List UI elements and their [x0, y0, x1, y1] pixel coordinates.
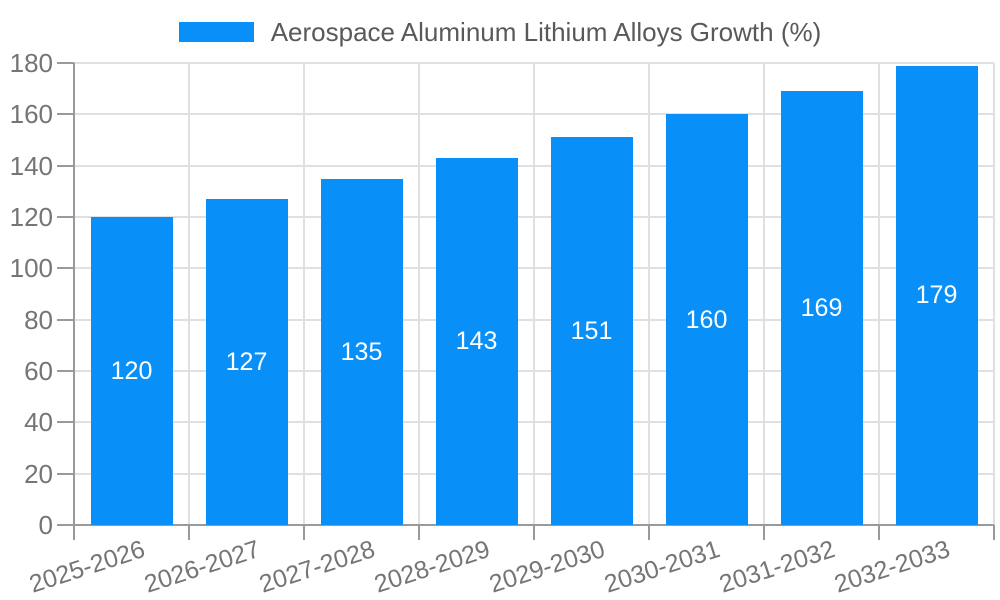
bar-value-label: 135 — [340, 337, 383, 366]
legend-swatch — [178, 22, 254, 42]
y-axis-tick-label: 0 — [38, 510, 53, 540]
bar-value-label: 143 — [455, 327, 498, 356]
y-axis-tick — [57, 472, 74, 475]
bar-2026-2027: 127 — [205, 199, 288, 525]
y-axis-tick-label: 120 — [9, 202, 53, 232]
x-axis-tick — [533, 525, 535, 540]
bar-value-label: 120 — [110, 357, 153, 385]
gridline-x — [878, 63, 880, 525]
x-axis-tick — [188, 525, 190, 540]
bar-2032-2033: 179 — [895, 65, 978, 525]
y-axis-tick-label: 60 — [24, 356, 53, 386]
y-axis-tick — [57, 164, 74, 167]
y-axis-tick — [57, 267, 74, 270]
y-axis-tick-label: 160 — [9, 99, 53, 130]
bar-2028-2029: 143 — [435, 157, 518, 525]
legend-item[interactable]: Aerospace Aluminum Lithium Alloys Growth… — [0, 18, 1000, 46]
y-axis-tick — [57, 113, 74, 116]
gridline-x — [648, 63, 650, 525]
x-axis-tick — [648, 525, 650, 540]
bar-value-label: 127 — [225, 348, 268, 376]
gridline-x — [303, 63, 305, 525]
y-axis-tick-label: 100 — [9, 253, 53, 284]
y-axis-tick-label: 180 — [9, 48, 53, 78]
bar-value-label: 151 — [570, 317, 613, 346]
bar-2025-2026: 120 — [90, 217, 173, 525]
y-axis-tick — [57, 216, 74, 218]
bar-2029-2030: 151 — [550, 137, 633, 525]
x-axis-line — [57, 524, 994, 526]
y-axis-line — [73, 63, 75, 540]
bar-2027-2028: 135 — [320, 178, 403, 525]
bar-value-label: 179 — [915, 281, 958, 310]
gridline-x — [188, 63, 190, 525]
bar-2030-2031: 160 — [665, 114, 748, 525]
y-axis-tick — [57, 421, 74, 424]
y-axis-tick-label: 20 — [24, 458, 53, 489]
y-axis-tick-label: 80 — [24, 304, 53, 335]
y-axis-tick — [57, 318, 74, 321]
y-axis-tick — [57, 370, 74, 372]
y-axis-tick-label: 40 — [24, 407, 53, 438]
gridline-x — [418, 63, 420, 525]
gridline-x — [533, 63, 535, 525]
x-axis-tick — [993, 525, 995, 540]
gridline-x — [763, 63, 765, 525]
y-axis-tick — [57, 62, 74, 64]
y-axis-tick-label: 140 — [9, 150, 53, 181]
x-axis-tick — [418, 525, 420, 540]
x-axis-tick — [878, 525, 880, 540]
bar-value-label: 160 — [685, 305, 728, 334]
bar-2031-2032: 169 — [780, 91, 863, 525]
bar-value-label: 169 — [800, 294, 843, 323]
gridline-x — [993, 63, 995, 525]
x-axis-tick — [763, 525, 765, 540]
legend-label: Aerospace Aluminum Lithium Alloys Growth… — [270, 17, 822, 47]
x-axis-tick — [303, 525, 305, 540]
